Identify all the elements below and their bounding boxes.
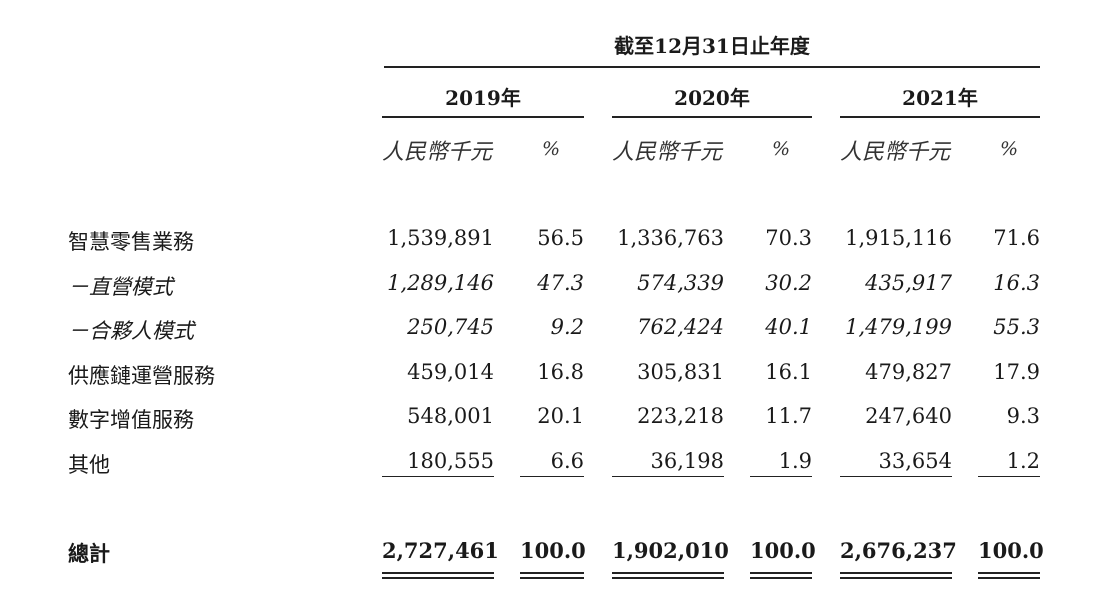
row-label: 其他 (68, 453, 110, 477)
cell-2019-pct: 47.3 (537, 271, 584, 295)
cell-2021-pct: 71.6 (993, 226, 1040, 250)
total-2021-amount: 2,676,237 (840, 538, 957, 563)
year-header-2019: 2019年 (445, 86, 521, 110)
total-2020-amount: 1,902,010 (612, 538, 729, 563)
cell-2019-amount: 1,539,891 (387, 226, 494, 250)
total-double-line-2020-pct-b (750, 577, 812, 579)
cell-2020-pct: 1.9 (778, 449, 812, 473)
total-double-line-2021-pct-a (978, 572, 1040, 574)
unit-label-2020: 人民幣千元 (612, 140, 723, 165)
cell-2019-pct: 16.8 (537, 360, 584, 384)
subtotal-line-2020-pct (750, 476, 812, 477)
cell-2020-pct: 16.1 (765, 360, 812, 384)
cell-2019-pct: 9.2 (550, 315, 584, 339)
cell-2021-amount: 247,640 (865, 404, 952, 428)
year-header-2021: 2021年 (902, 86, 978, 110)
pct-label-2019: % (541, 138, 561, 160)
unit-label-2019: 人民幣千元 (382, 140, 493, 165)
cell-2020-amount: 36,198 (650, 449, 724, 473)
cell-2020-amount: 305,831 (637, 360, 724, 384)
total-2019-pct: 100.0 (520, 538, 586, 563)
total-double-line-2019-amount-a (382, 572, 494, 574)
total-double-line-2019-pct-a (520, 572, 584, 574)
unit-label-2021: 人民幣千元 (840, 140, 951, 165)
cell-2020-pct: 30.2 (765, 271, 812, 295)
cell-2020-amount: 574,339 (637, 271, 724, 295)
cell-2019-amount: 250,745 (407, 315, 494, 339)
cell-2020-pct: 40.1 (765, 315, 812, 339)
total-label: 總計 (68, 541, 110, 566)
cell-2019-amount: 180,555 (407, 449, 494, 473)
year-underline-2019 (382, 116, 584, 118)
row-label: －合夥人模式 (68, 319, 194, 343)
subtotal-line-2020-amount (612, 476, 724, 477)
cell-2020-amount: 1,336,763 (617, 226, 724, 250)
cell-2021-pct: 16.3 (993, 271, 1040, 295)
total-2019-amount: 2,727,461 (382, 538, 499, 563)
period-header: 截至12月31日止年度 (614, 34, 810, 58)
year-underline-2021 (840, 116, 1040, 118)
total-double-line-2019-amount-b (382, 577, 494, 579)
year-header-2020: 2020年 (674, 86, 750, 110)
subtotal-line-2021-amount (840, 476, 952, 477)
cell-2020-pct: 11.7 (765, 404, 812, 428)
cell-2020-amount: 762,424 (637, 315, 724, 339)
row-label: 智慧零售業務 (68, 230, 194, 254)
subtotal-line-2019-amount (382, 476, 494, 477)
cell-2019-pct: 20.1 (537, 404, 584, 428)
year-underline-2020 (612, 116, 812, 118)
total-2021-pct: 100.0 (978, 538, 1044, 563)
pct-label-2021: % (999, 138, 1019, 160)
total-double-line-2021-amount-b (840, 577, 952, 579)
cell-2019-amount: 548,001 (407, 404, 494, 428)
total-double-line-2020-amount-b (612, 577, 724, 579)
row-label: 供應鏈運營服務 (68, 364, 215, 388)
row-label: －直營模式 (68, 275, 173, 299)
row-label: 數字增值服務 (68, 408, 194, 432)
pct-label-2020: % (771, 138, 791, 160)
total-2020-pct: 100.0 (750, 538, 816, 563)
total-double-line-2021-amount-a (840, 572, 952, 574)
cell-2019-amount: 459,014 (407, 360, 494, 384)
total-double-line-2020-amount-a (612, 572, 724, 574)
cell-2021-amount: 479,827 (865, 360, 952, 384)
cell-2021-pct: 55.3 (993, 315, 1040, 339)
total-double-line-2020-pct-a (750, 572, 812, 574)
cell-2021-amount: 435,917 (865, 271, 952, 295)
total-double-line-2019-pct-b (520, 577, 584, 579)
period-underline (384, 66, 1040, 68)
subtotal-line-2021-pct (978, 476, 1040, 477)
cell-2021-amount: 1,915,116 (845, 226, 952, 250)
cell-2021-amount: 1,479,199 (845, 315, 952, 339)
cell-2021-pct: 1.2 (1006, 449, 1040, 473)
subtotal-line-2019-pct (520, 476, 584, 477)
total-double-line-2021-pct-b (978, 577, 1040, 579)
cell-2021-pct: 9.3 (1006, 404, 1040, 428)
cell-2019-pct: 56.5 (537, 226, 584, 250)
cell-2019-amount: 1,289,146 (387, 271, 494, 295)
cell-2020-pct: 70.3 (765, 226, 812, 250)
cell-2020-amount: 223,218 (637, 404, 724, 428)
cell-2021-pct: 17.9 (993, 360, 1040, 384)
cell-2021-amount: 33,654 (878, 449, 952, 473)
cell-2019-pct: 6.6 (550, 449, 584, 473)
